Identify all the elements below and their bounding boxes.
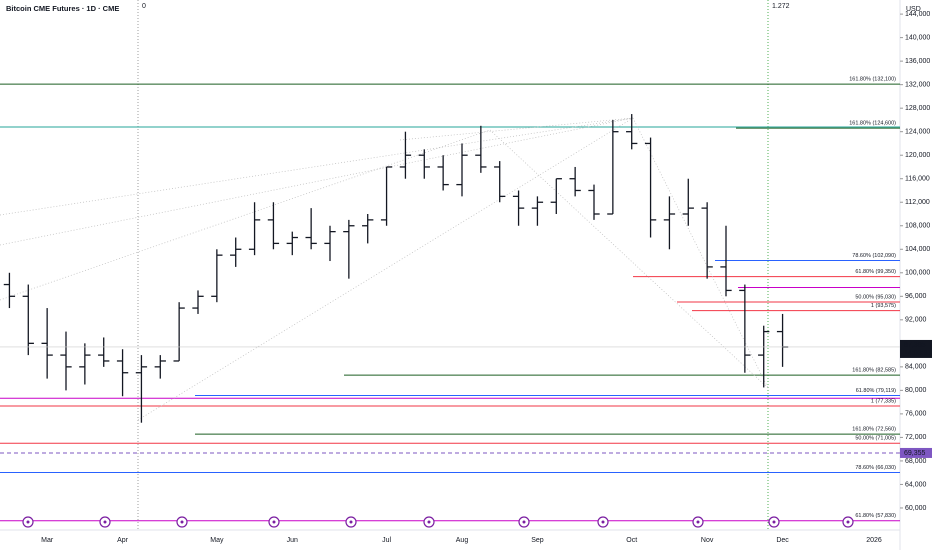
x-tick-label: Apr xyxy=(117,537,129,544)
x-tick-label: Sep xyxy=(531,537,544,544)
chart-title: Bitcoin CME Futures · 1D · CME xyxy=(6,4,119,13)
fan-line xyxy=(632,117,769,389)
vertical-marker-label: 0 xyxy=(142,3,146,10)
event-icon-dot xyxy=(180,520,184,524)
y-tick-label: 76,000 xyxy=(905,411,927,418)
y-tick-label: 100,000 xyxy=(905,270,930,277)
y-tick-label: 132,000 xyxy=(905,82,930,89)
y-tick-label: 60,000 xyxy=(905,505,927,512)
currency: USD xyxy=(906,6,921,13)
x-tick-label: Dec xyxy=(776,537,789,544)
fan-line xyxy=(399,117,634,141)
marker-level-label: 69,355 xyxy=(904,450,926,457)
event-icon-dot xyxy=(272,520,276,524)
event-icon-dot xyxy=(26,520,30,524)
y-tick-label: 116,000 xyxy=(905,176,930,183)
price-level-label: 61.80% (79,119) xyxy=(856,388,896,394)
price-level-label: 1 (93,575) xyxy=(871,303,896,309)
last-price-label: 87,385 xyxy=(904,342,926,349)
vertical-marker-label: 1.272 xyxy=(772,3,790,10)
y-tick-label: 80,000 xyxy=(905,387,927,394)
y-tick-label: 108,000 xyxy=(905,223,930,230)
event-icon-dot xyxy=(427,520,431,524)
y-tick-label: 92,000 xyxy=(905,317,927,324)
event-icon-dot xyxy=(349,520,353,524)
x-tick-label: 2026 xyxy=(866,537,882,544)
price-level-label: 78.60% (102,090) xyxy=(852,253,896,259)
y-tick-label: 120,000 xyxy=(905,152,930,159)
y-tick-label: 136,000 xyxy=(905,58,930,65)
price-level-label: 1 (77,335) xyxy=(871,398,896,404)
price-level-label: 61.80% (99,350) xyxy=(855,269,896,275)
fan-line xyxy=(0,129,491,301)
y-tick-label: 68,000 xyxy=(905,458,927,465)
y-tick-label: 104,000 xyxy=(905,246,930,253)
event-icon-dot xyxy=(696,520,700,524)
y-tick-label: 72,000 xyxy=(905,434,927,441)
y-tick-label: 84,000 xyxy=(905,364,927,371)
x-tick-label: May xyxy=(210,537,224,544)
x-tick-label: Jun xyxy=(287,537,298,544)
event-icon-dot xyxy=(103,520,107,524)
price-level-label: 161.80% (82,585) xyxy=(852,368,896,374)
y-tick-label: 96,000 xyxy=(905,293,927,300)
price-level-label: 161.80% (72,560) xyxy=(852,427,896,433)
event-icon-dot xyxy=(522,520,526,524)
last-price-box xyxy=(900,339,932,358)
price-level-label: 50.00% (95,030) xyxy=(855,294,896,300)
y-tick-label: 128,000 xyxy=(905,105,930,112)
price-level-label: 161.80% (132,100) xyxy=(849,77,896,83)
y-tick-label: 144,000 xyxy=(905,11,930,18)
price-level-label: 161.80% (124,600) xyxy=(849,121,896,127)
x-tick-label: Oct xyxy=(626,537,637,544)
y-tick-label: 112,000 xyxy=(905,199,930,206)
price-level-label: 61.80% (57,830) xyxy=(855,513,896,519)
fan-line xyxy=(489,129,769,389)
event-icon-dot xyxy=(601,520,605,524)
x-tick-label: Aug xyxy=(456,537,469,544)
price-level-label: 78.60% (66,030) xyxy=(855,465,896,471)
x-tick-label: Mar xyxy=(41,537,54,544)
fan-line xyxy=(137,117,634,421)
countdown: 14:03:33 xyxy=(904,350,931,357)
price-level-label: 50.00% (71,005) xyxy=(855,436,896,442)
y-tick-label: 140,000 xyxy=(905,34,930,41)
event-icon-dot xyxy=(846,520,850,524)
y-tick-label: 124,000 xyxy=(905,129,930,136)
x-tick-label: Nov xyxy=(701,537,714,544)
y-tick-label: 64,000 xyxy=(905,481,927,488)
marker-level-box xyxy=(900,447,932,458)
x-tick-label: Jul xyxy=(382,537,391,544)
event-icon-dot xyxy=(772,520,776,524)
